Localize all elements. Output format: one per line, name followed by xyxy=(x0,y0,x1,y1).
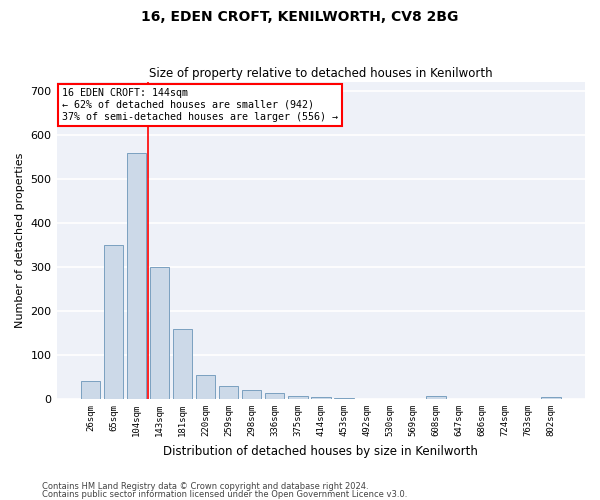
Text: 16, EDEN CROFT, KENILWORTH, CV8 2BG: 16, EDEN CROFT, KENILWORTH, CV8 2BG xyxy=(142,10,458,24)
Bar xyxy=(104,245,123,399)
Text: Contains HM Land Registry data © Crown copyright and database right 2024.: Contains HM Land Registry data © Crown c… xyxy=(42,482,368,491)
Bar xyxy=(80,382,100,399)
Bar xyxy=(196,375,215,399)
Bar xyxy=(242,390,262,399)
Bar xyxy=(334,398,353,399)
Y-axis label: Number of detached properties: Number of detached properties xyxy=(15,153,25,328)
Bar xyxy=(149,267,169,399)
Bar xyxy=(541,398,561,399)
Bar xyxy=(127,152,146,399)
Bar xyxy=(173,328,193,399)
Bar xyxy=(288,396,308,399)
X-axis label: Distribution of detached houses by size in Kenilworth: Distribution of detached houses by size … xyxy=(163,444,478,458)
Text: Contains public sector information licensed under the Open Government Licence v3: Contains public sector information licen… xyxy=(42,490,407,499)
Text: 16 EDEN CROFT: 144sqm
← 62% of detached houses are smaller (942)
37% of semi-det: 16 EDEN CROFT: 144sqm ← 62% of detached … xyxy=(62,88,338,122)
Title: Size of property relative to detached houses in Kenilworth: Size of property relative to detached ho… xyxy=(149,66,493,80)
Bar xyxy=(426,396,446,399)
Bar xyxy=(311,397,331,399)
Bar xyxy=(219,386,238,399)
Bar xyxy=(265,394,284,399)
